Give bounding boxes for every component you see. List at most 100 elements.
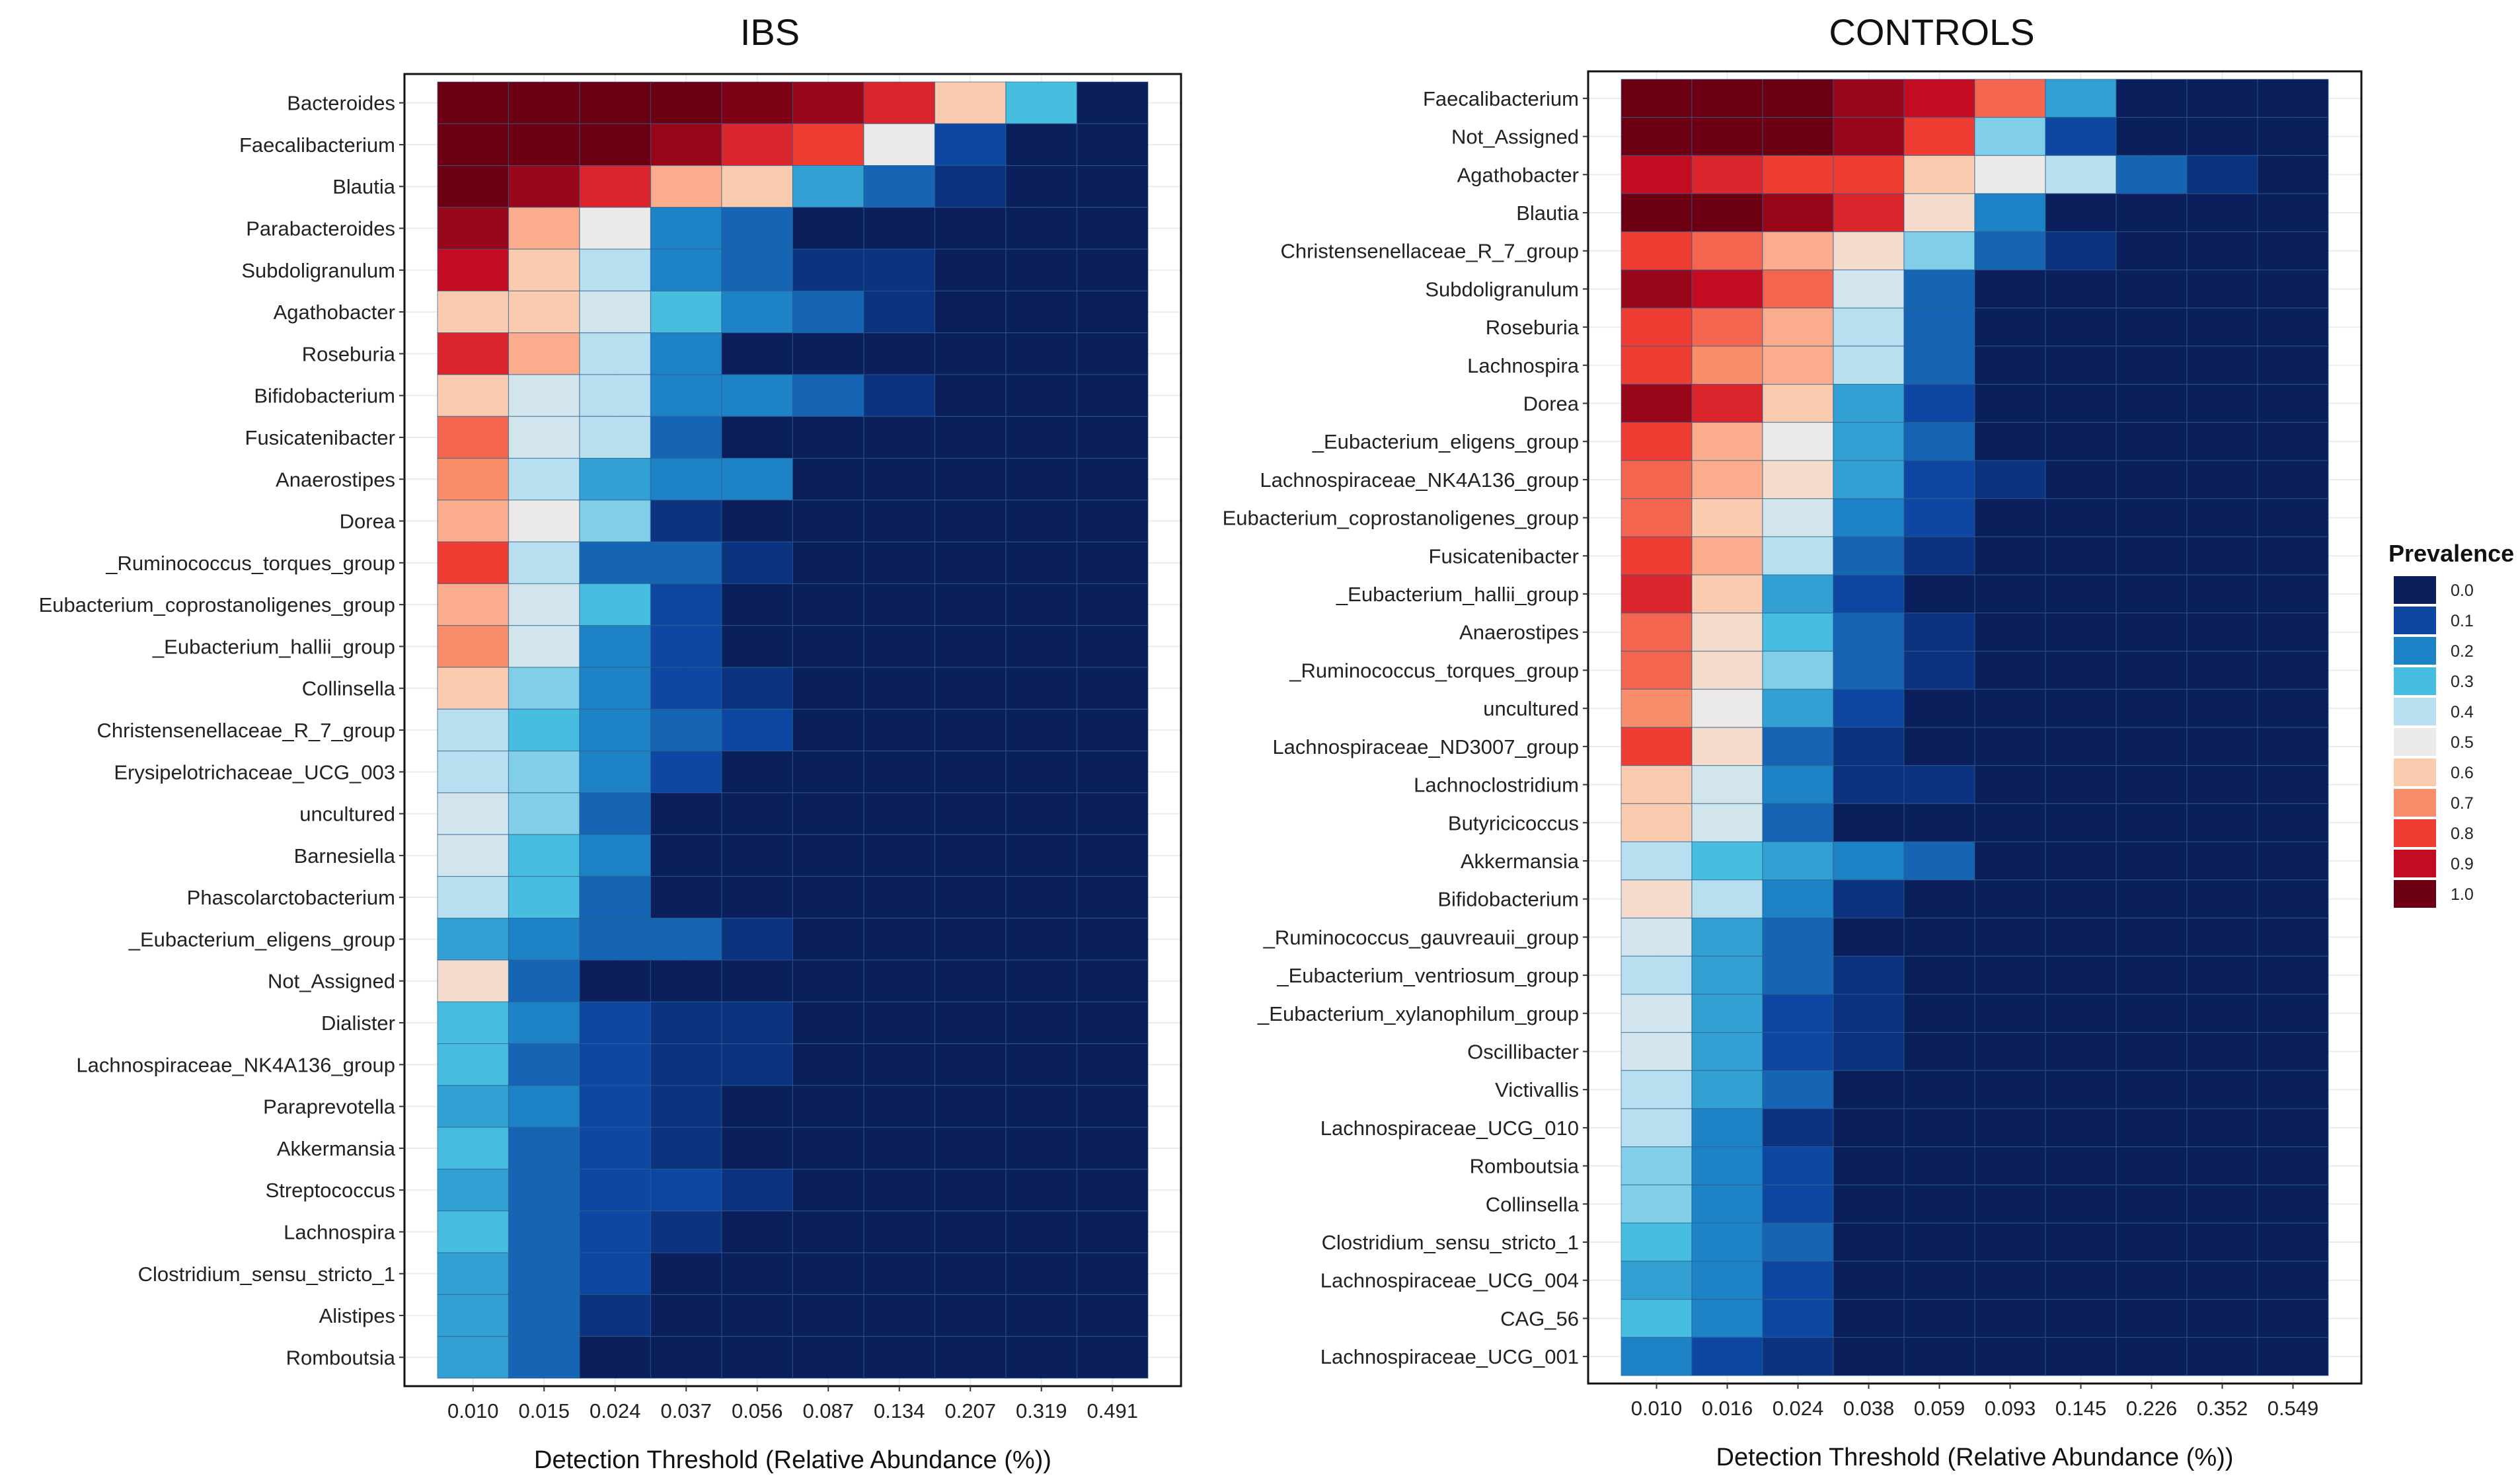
heatmap-cell <box>2257 269 2329 309</box>
heatmap-cell <box>1762 612 1834 652</box>
heatmap-cell <box>437 1001 510 1045</box>
heatmap-cell <box>1903 727 1975 766</box>
heatmap-cell <box>1076 1043 1149 1086</box>
legend-swatch <box>2394 576 2436 604</box>
y-tick-label: Erysipelotrichaceae_UCG_003 <box>114 760 395 784</box>
heatmap-cell <box>2045 422 2117 461</box>
heatmap-cell <box>437 1126 510 1170</box>
heatmap-cell <box>2257 803 2329 842</box>
heatmap-cell <box>792 875 864 919</box>
heatmap-cell <box>508 625 580 668</box>
x-tick-label: 0.319 <box>1016 1399 1067 1422</box>
heatmap-cell <box>579 499 652 542</box>
heatmap-cell <box>1621 841 1693 881</box>
heatmap-cell <box>1762 917 1834 957</box>
heatmap-cell <box>1621 574 1693 614</box>
heatmap-cell <box>579 834 652 877</box>
heatmap-cell <box>1833 803 1905 842</box>
heatmap-cell <box>508 541 580 585</box>
heatmap-cell <box>508 248 580 292</box>
y-tick-label: Lachnospiraceae_UCG_004 <box>1320 1269 1579 1292</box>
heatmap-cell <box>1691 460 1763 499</box>
heatmap-cell <box>1903 117 1975 157</box>
heatmap-cell <box>2116 384 2188 423</box>
heatmap-cell <box>863 332 936 375</box>
heatmap-cell <box>1691 803 1763 842</box>
heatmap-cell <box>1076 1210 1149 1253</box>
heatmap-cell <box>1903 994 1975 1033</box>
heatmap-cell <box>1691 612 1763 652</box>
heatmap-cell <box>1621 1032 1693 1071</box>
heatmap-cell <box>1621 79 1693 118</box>
heatmap-cell <box>1691 1184 1763 1224</box>
heatmap-cell <box>1076 625 1149 668</box>
heatmap-cell <box>579 792 652 835</box>
legend-tick-label: 0.0 <box>2451 581 2474 600</box>
heatmap-cell <box>1762 307 1834 347</box>
heatmap-cell <box>721 81 794 124</box>
heatmap-cell <box>1621 193 1693 233</box>
heatmap-cell <box>934 458 1007 501</box>
heatmap-cell <box>2045 612 2117 652</box>
heatmap-cell <box>792 1168 864 1212</box>
heatmap-cell <box>2116 460 2188 499</box>
heatmap-cell <box>721 123 794 166</box>
heatmap-cell <box>650 458 722 501</box>
heatmap-cell <box>1833 917 1905 957</box>
heatmap-cell <box>1974 536 2046 575</box>
y-tick-label: _Ruminococcus_torques_group <box>1289 659 1579 682</box>
heatmap-cell <box>2116 574 2188 614</box>
heatmap-cell <box>792 625 864 668</box>
heatmap-cell <box>863 541 936 585</box>
heatmap-cell <box>721 1294 794 1337</box>
heatmap-cell <box>934 165 1007 208</box>
heatmap-cell <box>2186 1184 2258 1224</box>
legend-swatch <box>2394 728 2436 756</box>
x-tick-label: 0.015 <box>518 1399 570 1422</box>
heatmap-cell <box>2045 117 2117 157</box>
heatmap-cell <box>721 541 794 585</box>
heatmap-cell <box>1691 193 1763 233</box>
heatmap-cell <box>579 1294 652 1337</box>
x-tick-label: 0.226 <box>2126 1397 2178 1420</box>
heatmap-cell <box>1691 994 1763 1033</box>
y-tick-label: _Eubacterium_hallii_group <box>152 635 395 658</box>
heatmap-cell <box>1691 422 1763 461</box>
heatmap-cell <box>508 918 580 961</box>
heatmap-cell <box>1691 727 1763 766</box>
heatmap-cell <box>1762 1337 1834 1376</box>
heatmap-cell <box>721 248 794 292</box>
heatmap-cell <box>1762 574 1834 614</box>
heatmap-cell <box>1621 460 1693 499</box>
heatmap-cell <box>2186 1108 2258 1148</box>
legend-swatch <box>2394 758 2436 786</box>
heatmap-cell <box>508 290 580 334</box>
heatmap-cell <box>792 708 864 752</box>
legend-swatch <box>2394 698 2436 725</box>
heatmap-cell <box>2186 688 2258 728</box>
heatmap-cell <box>1076 123 1149 166</box>
heatmap-cell <box>1005 1252 1078 1296</box>
heatmap-cell <box>721 751 794 793</box>
heatmap-cell <box>650 959 722 1002</box>
heatmap-cell <box>1691 536 1763 575</box>
y-tick-label: Not_Assigned <box>268 970 395 993</box>
heatmap-cell <box>1762 765 1834 805</box>
heatmap-cell <box>1621 384 1693 423</box>
heatmap-cell <box>1833 193 1905 233</box>
heatmap-cell <box>437 499 510 542</box>
heatmap-cell <box>1005 1168 1078 1212</box>
heatmap-cell <box>508 123 580 166</box>
y-tick-label: Lachnospiraceae_NK4A136_group <box>76 1053 395 1076</box>
legend-title: Prevalence <box>2388 540 2514 567</box>
heatmap-cell <box>579 1085 652 1128</box>
heatmap-cell <box>792 290 864 334</box>
y-tick-label: Blautia <box>1516 202 1580 225</box>
heatmap-cell <box>721 959 794 1002</box>
heatmap-cell <box>437 625 510 668</box>
heatmap-cell <box>934 81 1007 124</box>
heatmap-cell <box>437 792 510 835</box>
heatmap-cell <box>650 667 722 710</box>
heatmap-cell <box>1621 765 1693 805</box>
heatmap-cell <box>2257 1032 2329 1071</box>
